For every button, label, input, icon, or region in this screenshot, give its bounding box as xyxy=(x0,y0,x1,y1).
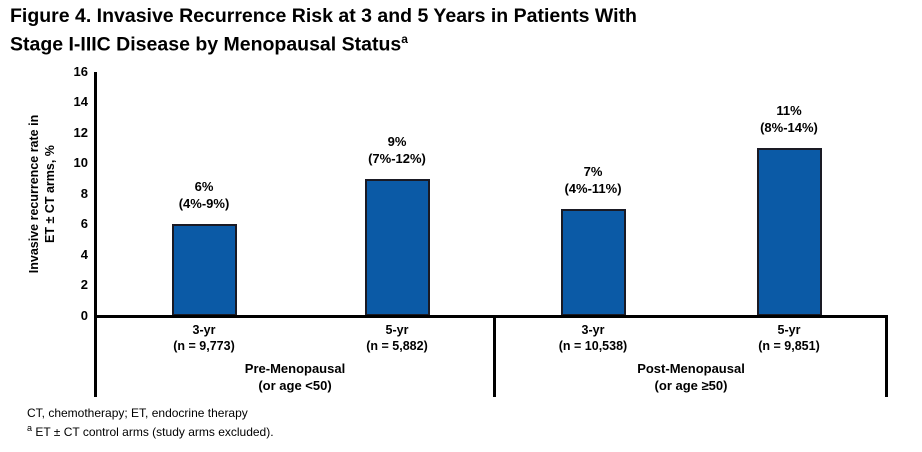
bar-pre-5yr xyxy=(364,179,430,316)
x-label-n: (n = 5,882) xyxy=(366,339,428,353)
x-label-period: 3-yr xyxy=(192,323,216,337)
y-tick-14: 14 xyxy=(73,94,88,109)
x-label-n: (n = 9,851) xyxy=(758,339,820,353)
bar-value-pct: 6% xyxy=(194,179,214,194)
bar-value-ci: (4%-9%) xyxy=(178,196,230,211)
x-label-period: 5-yr xyxy=(777,323,801,337)
bar-value-label: 7% (4%-11%) xyxy=(564,163,621,197)
x-axis-line xyxy=(94,315,888,318)
group-box-divider-line xyxy=(493,315,496,397)
x-label-n: (n = 10,538) xyxy=(558,339,628,353)
y-tick-16: 16 xyxy=(73,64,88,79)
group-label-line1: Pre-Menopausal xyxy=(244,361,346,376)
bar-value-pct: 7% xyxy=(583,164,603,179)
y-axis-label-line1: Invasive recurrence rate in xyxy=(27,114,41,274)
bar-cell-pre-3yr: 6% (4%-9%) xyxy=(139,72,269,316)
abbreviations-note: CT, chemotherapy; ET, endocrine therapy xyxy=(27,406,248,420)
y-tick-0: 0 xyxy=(80,308,88,323)
bar-value-ci: (7%-12%) xyxy=(368,151,426,166)
group-label-post-menopausal: Post-Menopausal (or age ≥50) xyxy=(541,360,841,394)
y-tick-8: 8 xyxy=(80,186,88,201)
y-tick-2: 2 xyxy=(80,277,88,292)
superscript-note-text: ET ± CT control arms (study arms exclude… xyxy=(32,425,274,439)
bar-value-label: 6% (4%-9%) xyxy=(179,178,230,212)
y-axis-line xyxy=(94,72,97,318)
bar-pre-3yr xyxy=(171,224,237,316)
group-label-line1: Post-Menopausal xyxy=(637,361,745,376)
bar-post-5yr xyxy=(756,148,822,316)
bar-value-ci: (4%-11%) xyxy=(564,181,622,196)
y-tick-6: 6 xyxy=(80,216,88,231)
group-label-pre-menopausal: Pre-Menopausal (or age <50) xyxy=(145,360,445,394)
bar-value-pct: 9% xyxy=(387,134,407,149)
group-label-line2: (or age ≥50) xyxy=(654,378,728,393)
x-label-pre-3yr: 3-yr (n = 9,773) xyxy=(129,322,279,354)
bar-post-3yr xyxy=(560,209,626,316)
superscript-note: a ET ± CT control arms (study arms exclu… xyxy=(27,421,274,440)
y-tick-10: 10 xyxy=(73,155,88,170)
figure-title-line1: Figure 4. Invasive Recurrence Risk at 3 … xyxy=(10,5,637,27)
bar-value-label: 9% (7%-12%) xyxy=(368,133,426,167)
footnotes: CT, chemotherapy; ET, endocrine therapy … xyxy=(27,406,274,440)
bar-value-label: 11% (8%-14%) xyxy=(760,102,818,136)
group-box-left-line xyxy=(94,315,97,397)
x-label-n: (n = 9,773) xyxy=(173,339,235,353)
group-label-line2: (or age <50) xyxy=(258,378,332,393)
group-box-right-line xyxy=(885,315,888,397)
y-tick-12: 12 xyxy=(73,125,88,140)
bar-cell-post-3yr: 7% (4%-11%) xyxy=(528,72,658,316)
y-tick-4: 4 xyxy=(80,247,88,262)
x-label-post-3yr: 3-yr (n = 10,538) xyxy=(518,322,668,354)
bar-cell-pre-5yr: 9% (7%-12%) xyxy=(332,72,462,316)
bar-value-ci: (8%-14%) xyxy=(760,120,818,135)
figure-title-line2: Stage I-IIIC Disease by Menopausal Statu… xyxy=(10,28,637,57)
superscript-note-marker: a xyxy=(27,423,33,433)
x-label-period: 3-yr xyxy=(581,323,605,337)
figure-title-line2-text: Stage I-IIIC Disease by Menopausal Statu… xyxy=(10,33,402,56)
x-label-period: 5-yr xyxy=(385,323,409,337)
bar-cell-post-5yr: 11% (8%-14%) xyxy=(724,72,854,316)
x-label-post-5yr: 5-yr (n = 9,851) xyxy=(714,322,864,354)
x-label-pre-5yr: 5-yr (n = 5,882) xyxy=(322,322,472,354)
bar-value-pct: 11% xyxy=(776,103,802,118)
figure-title: Figure 4. Invasive Recurrence Risk at 3 … xyxy=(10,5,637,57)
figure-title-superscript: a xyxy=(401,32,408,46)
